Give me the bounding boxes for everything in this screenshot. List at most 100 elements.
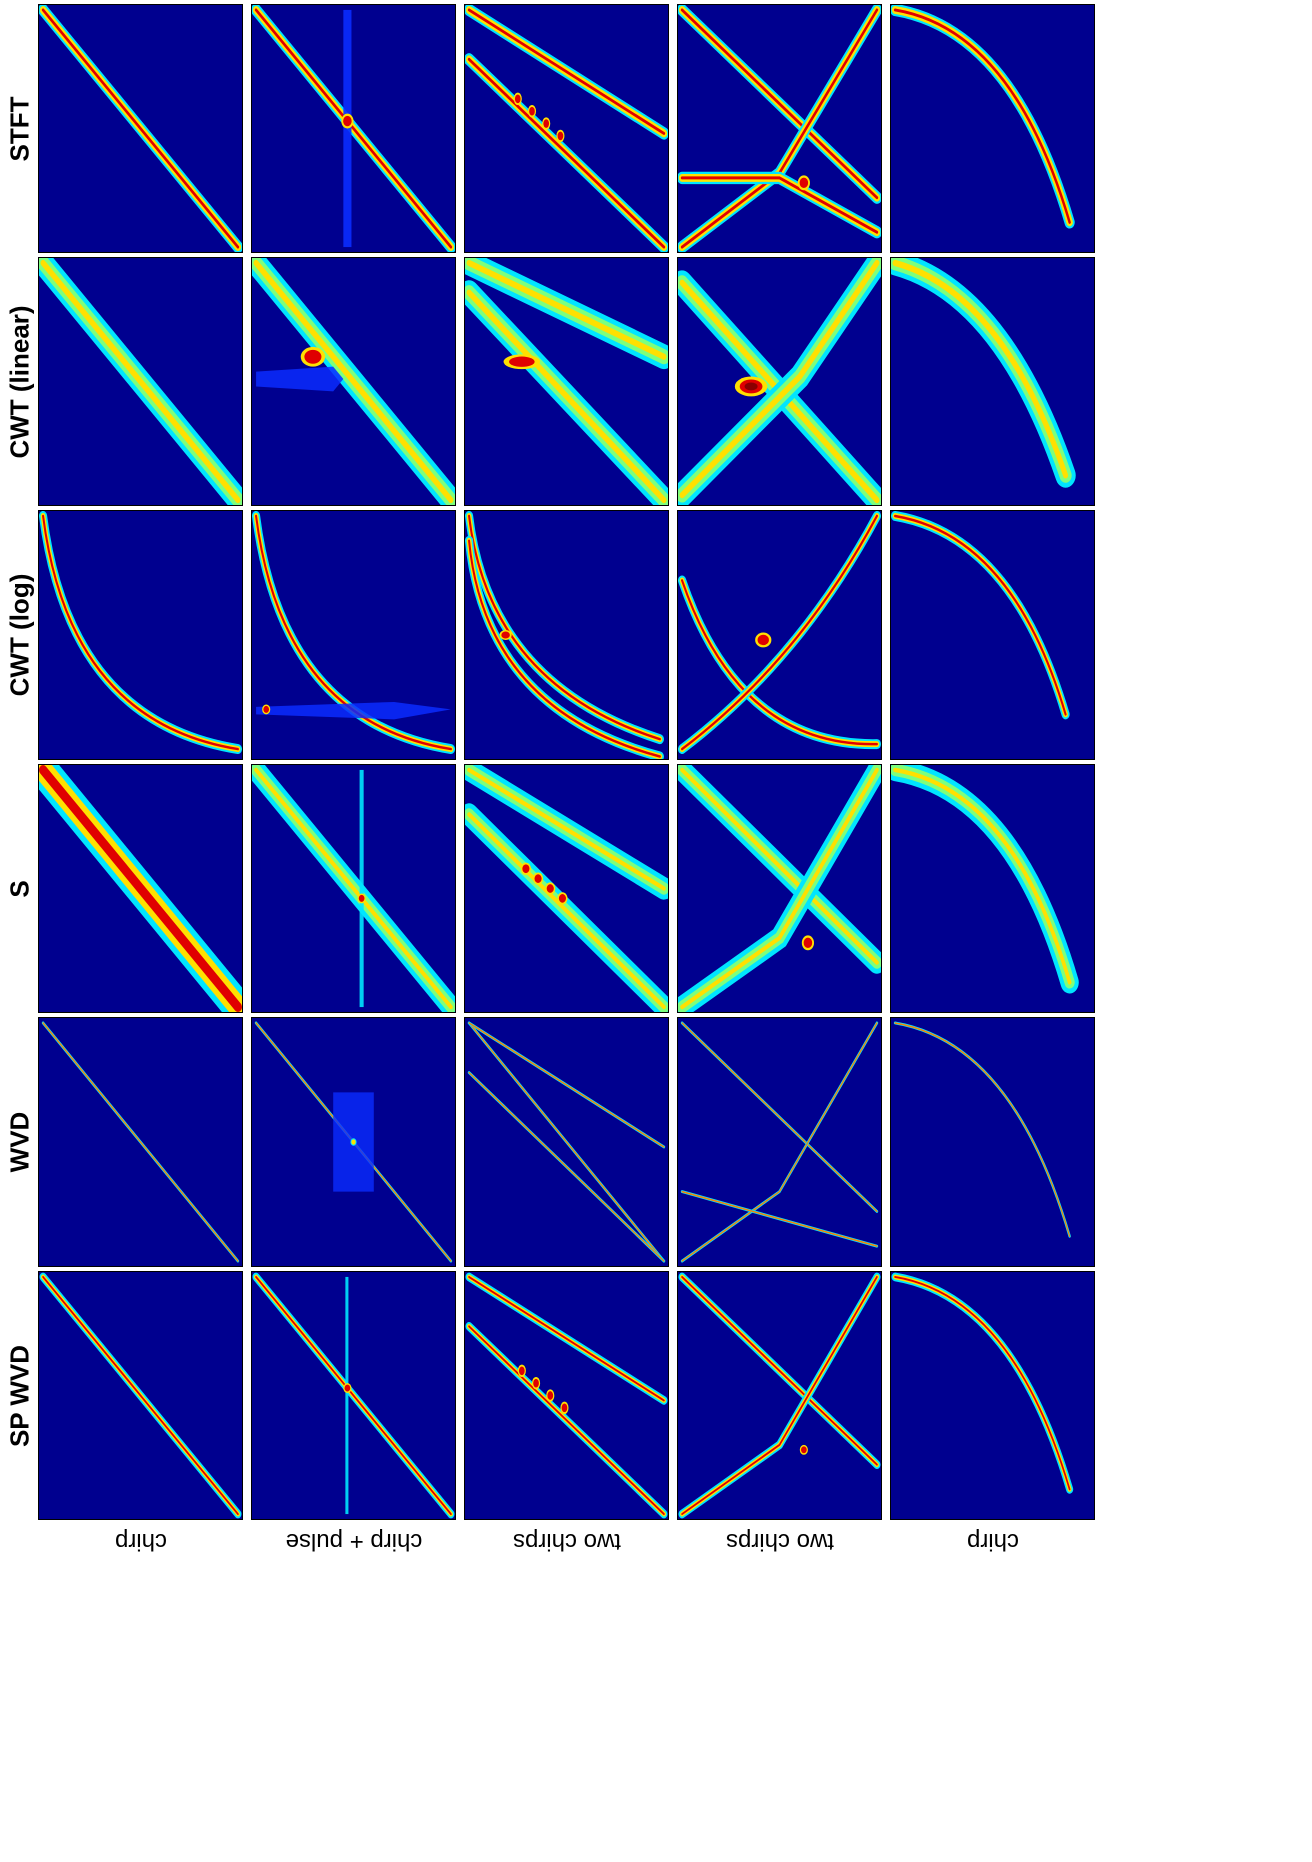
crossing-spot xyxy=(262,704,271,715)
panel-image xyxy=(39,258,242,505)
panel-cwt-linear-two-chirps-1 xyxy=(464,257,669,506)
chirp-ridge xyxy=(252,511,455,755)
chirp-ridge-a xyxy=(465,1322,668,1519)
panel-image xyxy=(39,511,242,759)
method-label-cwt-linear: CWT (linear) xyxy=(4,304,35,459)
pulse-band xyxy=(345,1276,349,1515)
signal-label-two-chirps-2: two chirps xyxy=(725,1528,834,1555)
panel-image xyxy=(252,1272,455,1519)
interference-spot xyxy=(513,92,522,106)
crossing-spot xyxy=(797,175,810,191)
panel-wvd-chirp-pulse xyxy=(251,1017,456,1267)
crossing-spot xyxy=(755,632,772,648)
chirp-ridge xyxy=(252,5,455,252)
panel-cwt-linear-chirp-2 xyxy=(890,257,1095,506)
chirp-ridge xyxy=(39,511,242,755)
crossing-spot xyxy=(350,1138,357,1146)
panel-stft-two-chirps-2 xyxy=(677,4,882,253)
interference-spot xyxy=(557,892,568,905)
signal-label-chirp-pulse: chirp + pulse xyxy=(285,1528,422,1555)
pulse-band xyxy=(256,366,344,392)
interference-spot xyxy=(520,862,531,875)
chirp-ridge-b xyxy=(678,765,881,1012)
chirp-ridge xyxy=(39,1272,242,1519)
panel-image xyxy=(39,1272,242,1519)
interference-spot xyxy=(533,872,544,885)
crossing-spot xyxy=(799,1444,808,1455)
panel-cwt-log-two-chirps-1 xyxy=(464,510,669,760)
chirp-ridge xyxy=(41,1021,240,1263)
method-label-s: S xyxy=(4,879,35,898)
method-label-sp-wvd: SP WVD xyxy=(4,1344,35,1447)
panel-image xyxy=(465,1272,668,1519)
chirp-ridge xyxy=(891,1272,1074,1494)
signal-label-chirp-1: chirp xyxy=(114,1528,167,1555)
panel-image xyxy=(678,5,881,252)
interference-spot xyxy=(542,117,551,130)
panel-image xyxy=(252,511,455,759)
panel-image xyxy=(252,765,455,1012)
pulse-band xyxy=(359,769,364,1008)
chirp-ridge xyxy=(252,765,455,1012)
panel-image xyxy=(465,5,668,252)
panel-sp-wvd-chirp-1 xyxy=(38,1271,243,1520)
panel-image xyxy=(891,5,1094,252)
panel-wvd-chirp-1 xyxy=(38,1017,243,1267)
panel-s-two-chirps-2 xyxy=(677,764,882,1013)
panel-image xyxy=(252,5,455,252)
panel-wvd-two-chirps-1 xyxy=(464,1017,669,1267)
interference-spot xyxy=(546,1389,555,1402)
panel-stft-chirp-2 xyxy=(890,4,1095,253)
panel-s-chirp-pulse xyxy=(251,764,456,1013)
chirp-ridge-b xyxy=(465,258,668,370)
chirp-ridge-b xyxy=(678,258,881,505)
signal-label-chirp-2: chirp xyxy=(966,1528,1019,1555)
panel-sp-wvd-two-chirps-1 xyxy=(464,1271,669,1520)
interference-spot xyxy=(527,105,537,118)
panel-image xyxy=(891,765,1094,1012)
panel-image xyxy=(39,5,242,252)
chirp-ridge xyxy=(252,1272,455,1519)
chirp-ridge-a xyxy=(678,575,881,750)
chirp-ridge-b xyxy=(465,765,668,900)
chirp-ridge-c xyxy=(467,1021,666,1149)
chirp-ridge xyxy=(252,258,455,505)
panel-cwt-log-chirp-1 xyxy=(38,510,243,760)
chirp-ridge xyxy=(891,511,1070,720)
chirp-ridge xyxy=(891,765,1079,994)
panel-cwt-linear-chirp-pulse xyxy=(251,257,456,506)
panel-image xyxy=(891,1272,1094,1519)
panel-image xyxy=(891,511,1094,759)
method-label-stft: STFT xyxy=(4,96,35,161)
panel-image xyxy=(678,258,881,505)
chirp-ridge-a xyxy=(465,511,664,745)
interference-spot xyxy=(503,354,541,370)
chirp-ridge-a xyxy=(678,1272,881,1469)
panel-image xyxy=(678,765,881,1012)
chirp-ridge-c xyxy=(678,171,881,239)
interference-spot xyxy=(531,1376,541,1390)
panel-cwt-linear-chirp-1 xyxy=(38,257,243,506)
panel-image xyxy=(252,258,455,505)
chirp-ridge-a xyxy=(465,280,668,505)
chirp-ridge-c xyxy=(680,1190,879,1248)
panel-s-chirp-1 xyxy=(38,764,243,1013)
chirp-ridge-b xyxy=(678,1272,881,1519)
signal-label-two-chirps-1: two chirps xyxy=(512,1528,621,1555)
panel-image xyxy=(39,765,242,1012)
chirp-ridge-a xyxy=(465,53,668,252)
chirp-ridge-a xyxy=(678,5,881,204)
crossing-spot xyxy=(341,113,354,129)
panel-cwt-log-chirp-2 xyxy=(890,510,1095,760)
panel-stft-chirp-pulse xyxy=(251,4,456,253)
panel-s-chirp-2 xyxy=(890,764,1095,1013)
interference-spot xyxy=(556,129,565,143)
panel-image xyxy=(465,1018,668,1266)
panel-cwt-log-two-chirps-2 xyxy=(677,510,882,760)
panel-image xyxy=(465,258,668,505)
panel-image xyxy=(678,1018,881,1266)
interference-spot xyxy=(545,882,556,895)
chirp-ridge-b xyxy=(680,1021,879,1263)
crossing-spot xyxy=(801,935,815,951)
crossing-spot xyxy=(357,893,366,904)
